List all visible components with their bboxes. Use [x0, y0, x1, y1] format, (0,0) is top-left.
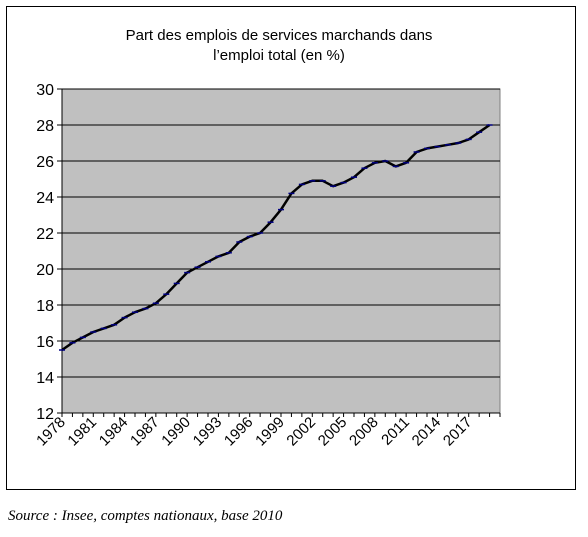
chart-frame: Part des emplois de services marchands d…	[6, 6, 576, 490]
x-tick-label: 1993	[190, 414, 226, 450]
x-tick-label: 2017	[440, 414, 476, 450]
y-tick-label: 28	[36, 118, 54, 135]
x-tick-label: 1996	[221, 414, 257, 450]
y-tick-label: 12	[36, 406, 54, 423]
y-tick-label: 14	[36, 370, 54, 387]
x-tick-label: 1999	[252, 414, 288, 450]
x-tick-label: 2008	[346, 414, 382, 450]
x-tick-label: 1990	[158, 414, 194, 450]
x-tick-label: 1984	[96, 414, 132, 450]
y-tick-label: 20	[36, 262, 54, 279]
chart-title-line: Part des emplois de services marchands d…	[126, 27, 433, 44]
line-chart: Part des emplois de services marchands d…	[33, 27, 501, 450]
y-tick-label: 30	[36, 82, 54, 99]
x-tick-label: 2005	[315, 414, 351, 450]
x-tick-label: 2002	[283, 414, 319, 450]
chart-title-line: l’emploi total (en %)	[213, 47, 345, 64]
source-note: Source : Insee, comptes nationaux, base …	[8, 508, 283, 524]
y-tick-label: 26	[36, 154, 54, 171]
gridlines	[62, 88, 500, 414]
x-tick-label: 2014	[409, 414, 445, 450]
axes: 1214161820222426283019781981198419871990…	[33, 82, 501, 450]
y-tick-label: 16	[36, 334, 54, 351]
plot-area	[61, 88, 501, 414]
chart-title: Part des emplois de services marchands d…	[126, 27, 433, 64]
y-tick-label: 22	[36, 226, 54, 243]
marker-group	[59, 124, 493, 351]
x-tick-label: 1987	[127, 414, 163, 450]
x-tick-label: 2011	[378, 414, 413, 449]
y-tick-label: 24	[36, 190, 54, 207]
x-tick-label: 1981	[64, 414, 100, 450]
y-tick-label: 18	[36, 298, 54, 315]
